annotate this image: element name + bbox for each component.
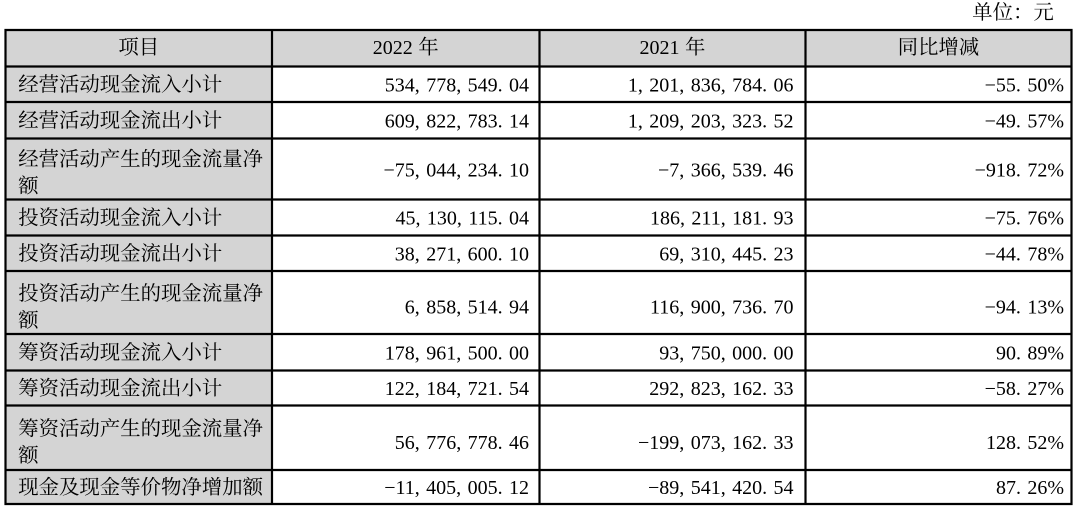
svg-text:−55. 50%: −55. 50% [985, 74, 1064, 96]
svg-text:−199, 073, 162. 33: −199, 073, 162. 33 [638, 432, 793, 454]
svg-text:−44. 78%: −44. 78% [985, 243, 1064, 265]
svg-text:−58. 27%: −58. 27% [985, 378, 1064, 400]
svg-text:2021: 2021 [640, 37, 680, 59]
svg-text:116, 900, 736. 70: 116, 900, 736. 70 [650, 297, 793, 319]
svg-text:90. 89%: 90. 89% [996, 342, 1064, 364]
svg-text:609, 822, 783. 14: 609, 822, 783. 14 [385, 110, 529, 132]
svg-text:−75. 76%: −75. 76% [985, 208, 1064, 230]
svg-text:87. 26%: 87. 26% [996, 477, 1064, 499]
svg-text:56, 776, 778. 46: 56, 776, 778. 46 [395, 432, 529, 454]
svg-text:1, 201, 836, 784. 06: 1, 201, 836, 784. 06 [628, 74, 794, 96]
svg-text:−75, 044, 234. 10: −75, 044, 234. 10 [384, 160, 529, 182]
svg-text:128. 52%: 128. 52% [986, 432, 1064, 454]
svg-text:93, 750, 000. 00: 93, 750, 000. 00 [659, 342, 793, 364]
svg-text:1, 209, 203, 323. 52: 1, 209, 203, 323. 52 [628, 110, 794, 132]
svg-text:69, 310, 445. 23: 69, 310, 445. 23 [659, 243, 793, 265]
svg-text:38, 271, 600. 10: 38, 271, 600. 10 [395, 243, 529, 265]
svg-text:534, 778, 549. 04: 534, 778, 549. 04 [385, 74, 529, 96]
svg-text:−94. 13%: −94. 13% [985, 297, 1064, 319]
svg-text:6, 858, 514. 94: 6, 858, 514. 94 [405, 297, 529, 319]
svg-text:45, 130, 115. 04: 45, 130, 115. 04 [396, 208, 529, 230]
svg-text:−89, 541, 420. 54: −89, 541, 420. 54 [648, 477, 793, 499]
svg-text:−7, 366, 539. 46: −7, 366, 539. 46 [658, 160, 793, 182]
svg-text:2022: 2022 [373, 37, 413, 59]
svg-text:−918. 72%: −918. 72% [975, 160, 1064, 182]
svg-text:−11, 405, 005. 12: −11, 405, 005. 12 [384, 477, 529, 499]
svg-text:−49. 57%: −49. 57% [985, 110, 1064, 132]
svg-text:178, 961, 500. 00: 178, 961, 500. 00 [385, 342, 529, 364]
svg-text:122, 184, 721. 54: 122, 184, 721. 54 [385, 378, 529, 400]
svg-text:186, 211, 181. 93: 186, 211, 181. 93 [650, 208, 793, 230]
svg-text:292, 823, 162. 33: 292, 823, 162. 33 [649, 378, 793, 400]
